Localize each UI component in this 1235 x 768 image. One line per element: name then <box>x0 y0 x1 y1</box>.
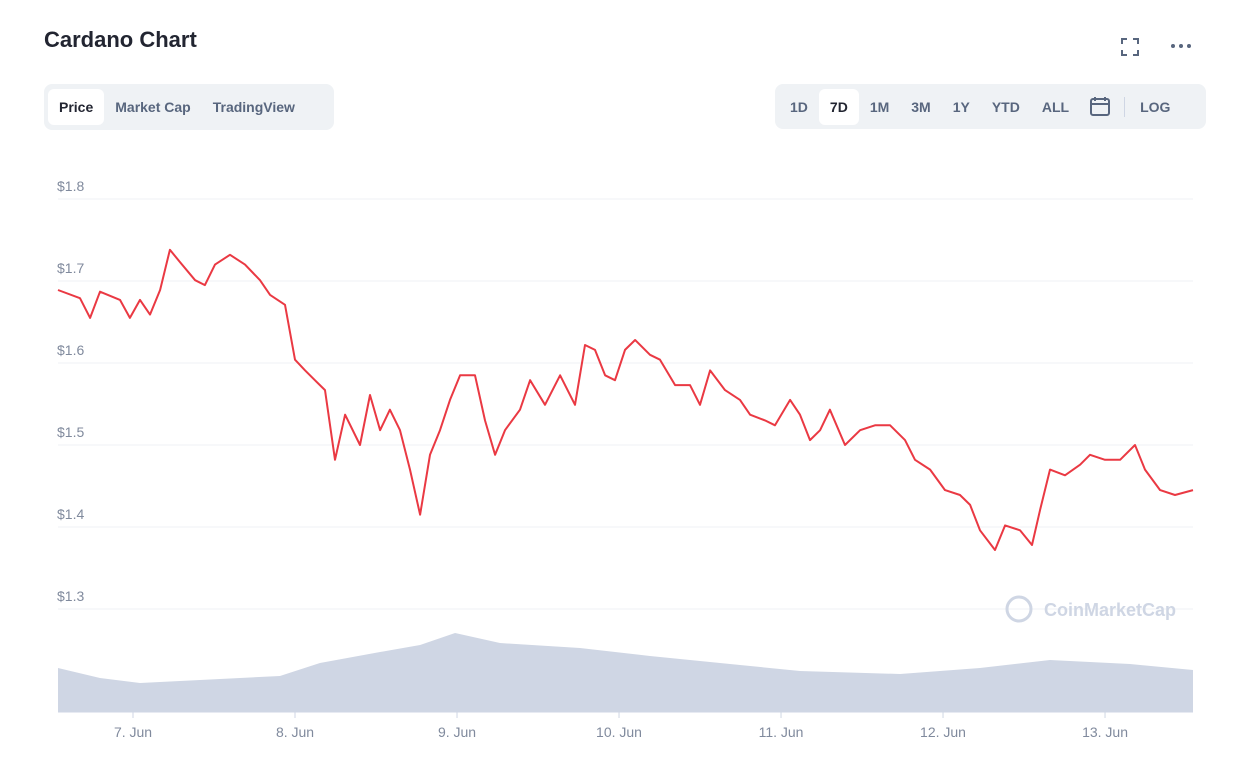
y-tick-label: $1.5 <box>57 424 84 440</box>
tab[interactable]: TradingView <box>212 99 295 115</box>
x-tick-label: 12. Jun <box>920 724 966 740</box>
range-button[interactable]: 1Y <box>952 98 970 115</box>
fullscreen-icon[interactable] <box>1120 37 1140 57</box>
watermark-text: CoinMarketCap <box>1044 600 1176 620</box>
range-button[interactable]: 7D <box>818 88 859 125</box>
tab-group: Price Market Cap TradingView <box>44 84 334 130</box>
range-button[interactable]: 1M <box>869 98 890 115</box>
y-tick-label: $1.7 <box>57 260 84 276</box>
x-tick-label: 11. Jun <box>759 724 804 740</box>
y-tick-label: $1.4 <box>57 506 84 522</box>
x-tick-label: 7. Jun <box>114 724 152 740</box>
range-button[interactable]: YTD <box>991 98 1020 115</box>
volume-area <box>58 633 1193 712</box>
y-tick-label: $1.3 <box>57 588 84 604</box>
watermark-logo <box>1005 595 1033 623</box>
range-group: 1D 7D 1M 3M 1Y YTD ALL LOG <box>775 84 1206 129</box>
calendar-icon[interactable] <box>1080 96 1120 117</box>
chart-title: Cardano Chart <box>44 27 197 52</box>
range-button[interactable]: ALL <box>1041 98 1070 115</box>
price-line <box>57 248 1194 551</box>
log-button[interactable]: LOG <box>1140 98 1171 115</box>
y-tick-label: $1.6 <box>57 342 84 358</box>
x-tick-label: 13. Jun <box>1082 724 1128 740</box>
x-tick-label: 9. Jun <box>438 724 476 740</box>
y-tick-label: $1.8 <box>57 178 84 194</box>
tab[interactable]: Price <box>48 89 105 125</box>
x-tick-label: 10. Jun <box>596 724 642 740</box>
more-icon[interactable] <box>1170 40 1192 52</box>
x-tick-label: 8. Jun <box>276 724 314 740</box>
tab[interactable]: Market Cap <box>115 99 191 115</box>
separator <box>1124 96 1126 117</box>
range-button[interactable]: 3M <box>911 98 931 115</box>
range-button[interactable]: 1D <box>790 98 808 115</box>
